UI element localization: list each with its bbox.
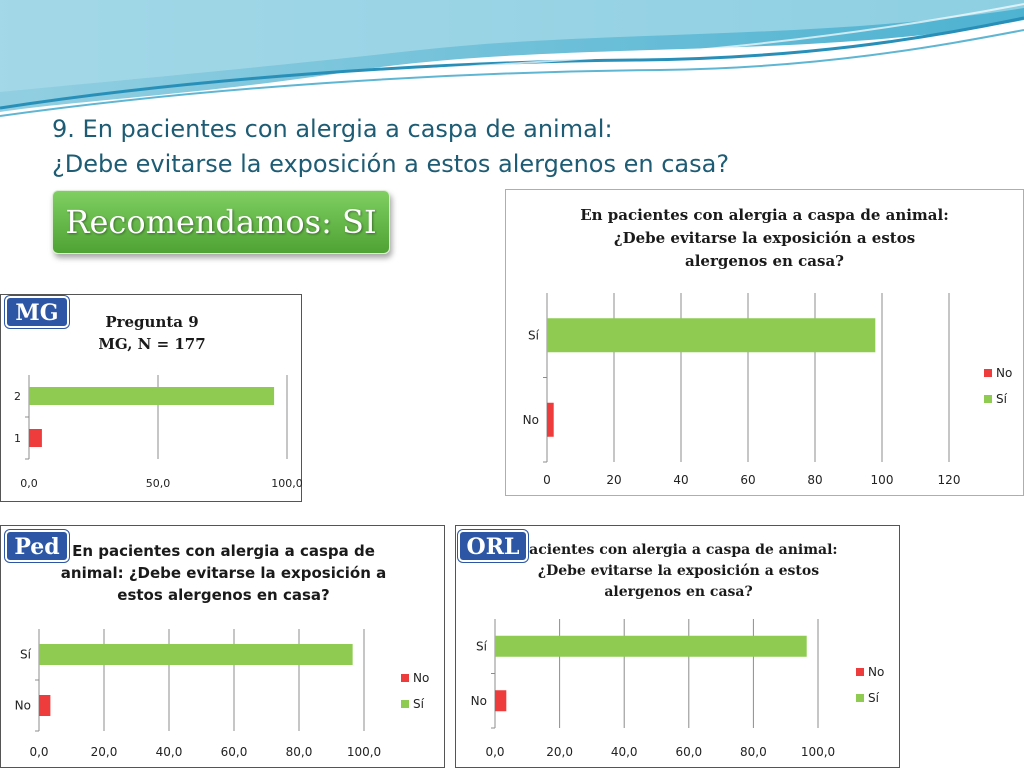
ped-chart-x-tick-label: 100,0 — [347, 745, 381, 759]
ped-chart-legend-swatch — [401, 674, 409, 682]
main-chart-bar-no — [547, 402, 554, 437]
orl-chart-legend-swatch — [856, 668, 864, 676]
orl-chart-bar-no — [495, 690, 507, 712]
main-chart-y-tick-label: Sí — [528, 328, 540, 342]
main-chart-svg: 0 20 40 60 80 100 120 No Sí No Sí — [523, 293, 1012, 487]
main-chart-bar-si — [547, 318, 876, 353]
ped-chart-svg: 0,0 20,0 40,0 60,0 80,0 100,0 No Sí No Sí — [15, 629, 429, 759]
orl-chart-y-tick-label: Sí — [476, 639, 488, 653]
header-waves-decoration — [0, 0, 1024, 117]
mg-chart-svg: 0,0 50,0 100,0 1 2 — [14, 375, 303, 490]
mg-chart-y-tick-label: 1 — [14, 432, 21, 445]
ped-chart-legend-label: No — [413, 671, 429, 685]
main-chart-x-tick-label: 20 — [606, 473, 621, 487]
mg-chart-x-tick-label: 0,0 — [20, 477, 38, 490]
main-chart-legend-swatch — [984, 369, 992, 377]
main-chart-y-tick-label: No — [523, 413, 539, 427]
orl-chart-legend-label: Sí — [868, 691, 880, 705]
slide-title-line2: ¿Debe evitarse la exposición a estos ale… — [52, 150, 730, 178]
ped-chart-x-tick-label: 40,0 — [156, 745, 183, 759]
orl-chart-x-tick-label: 20,0 — [546, 745, 573, 759]
main-chart-panel: En pacientes con alergia a caspa de anim… — [505, 189, 1024, 496]
ped-chart-title: En pacientes con alergia a caspa de anim… — [60, 542, 387, 604]
orl-chart-title: pacientes con alergia a caspa de animal:… — [519, 542, 838, 600]
main-chart-x-tick-label: 100 — [871, 473, 894, 487]
mg-chart-panel: Pregunta 9 MG, N = 177 0,0 50,0 100,0 1 2 — [0, 294, 303, 502]
ped-badge: Ped — [5, 530, 69, 562]
orl-chart-legend-label: No — [868, 665, 884, 679]
orl-chart-y-tick-label: No — [471, 694, 487, 708]
recommendation-banner: Recomendamos: SI — [52, 190, 390, 254]
mg-chart-title: Pregunta 9 MG, N = 177 — [98, 313, 206, 353]
mg-chart-bar-si — [29, 387, 275, 405]
orl-chart-x-tick-label: 60,0 — [675, 745, 702, 759]
ped-chart-x-tick-label: 20,0 — [91, 745, 118, 759]
ped-chart-panel: En pacientes con alergia a caspa de anim… — [0, 525, 445, 768]
orl-chart-x-tick-label: 80,0 — [740, 745, 767, 759]
orl-chart-panel: pacientes con alergia a caspa de animal:… — [455, 525, 900, 768]
mg-chart-y-tick-label: 2 — [14, 390, 21, 403]
main-chart-x-tick-label: 120 — [938, 473, 961, 487]
mg-badge: MG — [5, 296, 69, 328]
mg-chart-bar-no — [29, 429, 42, 447]
orl-chart-legend-swatch — [856, 694, 864, 702]
ped-chart-y-tick-label: No — [15, 699, 31, 713]
ped-chart-x-tick-label: 80,0 — [286, 745, 313, 759]
ped-chart-x-tick-label: 0,0 — [29, 745, 48, 759]
orl-chart-bar-si — [495, 635, 807, 657]
mg-chart-x-tick-label: 100,0 — [271, 477, 303, 490]
ped-chart-bar-si — [39, 644, 353, 665]
main-chart-legend-swatch — [984, 395, 992, 403]
main-chart-legend-label: Sí — [996, 392, 1008, 406]
orl-badge: ORL — [458, 530, 528, 562]
ped-chart-x-tick-label: 60,0 — [221, 745, 248, 759]
main-chart-x-tick-label: 0 — [543, 473, 551, 487]
main-chart-title: En pacientes con alergia a caspa de anim… — [580, 206, 949, 270]
orl-chart-x-tick-label: 0,0 — [485, 745, 504, 759]
main-chart-x-tick-label: 40 — [673, 473, 688, 487]
main-chart-x-tick-label: 80 — [807, 473, 822, 487]
orl-chart-svg: 0,0 20,0 40,0 60,0 80,0 100,0 No Sí No Sí — [471, 619, 884, 759]
main-chart-x-tick-label: 60 — [740, 473, 755, 487]
ped-chart-legend-label: Sí — [413, 697, 425, 711]
slide-title-line1: 9. En pacientes con alergia a caspa de a… — [52, 115, 613, 143]
ped-chart-y-tick-label: Sí — [20, 648, 32, 662]
orl-chart-x-tick-label: 40,0 — [611, 745, 638, 759]
slide-title: 9. En pacientes con alergia a caspa de a… — [52, 112, 729, 182]
mg-chart-x-tick-label: 50,0 — [146, 477, 171, 490]
orl-chart-x-tick-label: 100,0 — [801, 745, 835, 759]
ped-chart-bar-no — [39, 695, 51, 716]
ped-chart-legend-swatch — [401, 700, 409, 708]
main-chart-legend-label: No — [996, 366, 1012, 380]
